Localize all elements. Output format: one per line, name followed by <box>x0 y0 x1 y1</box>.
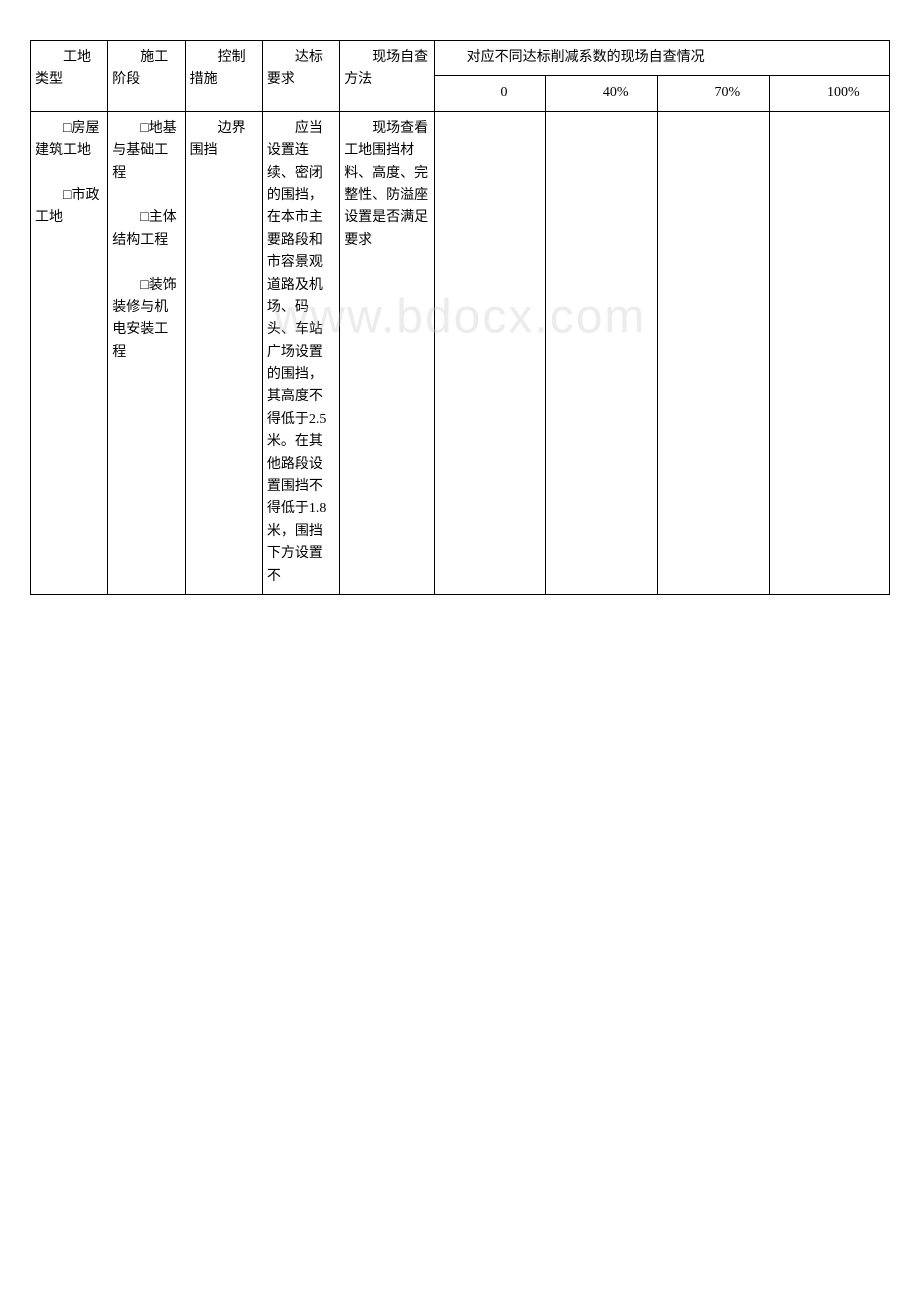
checkbox-building-site[interactable]: □房屋建筑工地 <box>35 118 103 163</box>
checkbox-foundation-stage[interactable]: □地基与基础工程 <box>112 118 180 185</box>
cell-construction-stage: □地基与基础工程 □主体结构工程 □装饰装修与机电安装工程 <box>108 111 185 594</box>
checkbox-municipal-site[interactable]: □市政工地 <box>35 185 103 230</box>
header-site-type: 工地类型 <box>31 41 108 112</box>
header-coefficient-group: 对应不同达标削减系数的现场自查情况 <box>434 41 889 76</box>
cell-site-type: □房屋建筑工地 □市政工地 <box>31 111 108 594</box>
header-requirement: 达标要求 <box>262 41 339 112</box>
header-control-measure: 控制措施 <box>185 41 262 112</box>
cell-coef-100[interactable] <box>769 111 889 594</box>
header-coef-70: 70% <box>657 76 769 111</box>
cell-coef-40[interactable] <box>546 111 658 594</box>
header-inspection-method: 现场自查方法 <box>340 41 434 112</box>
table-container: www.bdocx.com 工地类型 施工阶段 控制措施 达标要求 现场自查方法… <box>30 40 890 595</box>
header-row-1: 工地类型 施工阶段 控制措施 达标要求 现场自查方法 对应不同达标削减系数的现场… <box>31 41 890 76</box>
cell-coef-0[interactable] <box>434 111 546 594</box>
inspection-table: 工地类型 施工阶段 控制措施 达标要求 现场自查方法 对应不同达标削减系数的现场… <box>30 40 890 595</box>
cell-coef-70[interactable] <box>657 111 769 594</box>
header-coef-40: 40% <box>546 76 658 111</box>
header-construction-stage: 施工阶段 <box>108 41 185 112</box>
header-coef-0: 0 <box>434 76 546 111</box>
cell-requirement: 应当设置连续、密闭的围挡，在本市主要路段和市容景观道路及机场、码头、车站广场设置… <box>262 111 339 594</box>
cell-control-measure: 边界围挡 <box>185 111 262 594</box>
cell-inspection-method: 现场查看工地围挡材料、高度、完整性、防溢座设置是否满足要求 <box>340 111 434 594</box>
checkbox-structure-stage[interactable]: □主体结构工程 <box>112 207 180 252</box>
header-coef-100: 100% <box>769 76 889 111</box>
checkbox-decoration-stage[interactable]: □装饰装修与机电安装工程 <box>112 275 180 365</box>
data-row-1: □房屋建筑工地 □市政工地 □地基与基础工程 □主体结构工程 □装饰装修与机电安… <box>31 111 890 594</box>
